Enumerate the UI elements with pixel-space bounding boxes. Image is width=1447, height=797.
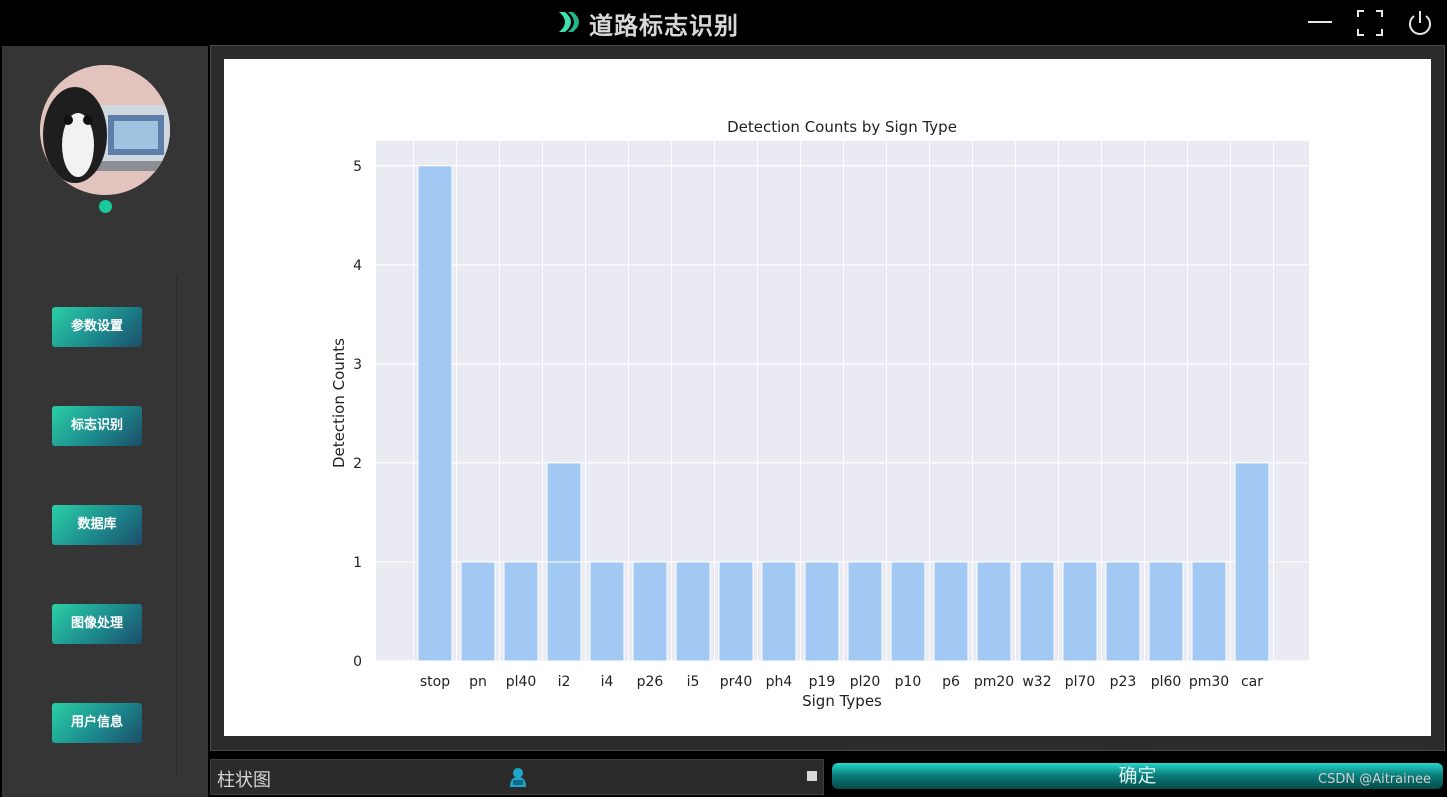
bar-pm30-seg1[interactable] (1191, 561, 1227, 662)
bar-pl70-seg1[interactable] (1062, 561, 1098, 662)
bar-pr40-seg1[interactable] (718, 561, 754, 662)
y-tick-label: 2 (353, 456, 362, 472)
bar-p19-seg1[interactable] (804, 561, 840, 662)
x-tick-label: pm20 (974, 674, 1014, 690)
bar-i2-seg1[interactable] (546, 561, 582, 662)
x-tick-label: stop (420, 674, 450, 690)
x-tick-label: pn (469, 674, 487, 690)
bar-chart: Detection Counts by Sign Type Sign Types… (330, 118, 1309, 710)
x-tick-label: p6 (942, 674, 960, 690)
bar-ph4-seg1[interactable] (761, 561, 797, 662)
nav-button-database[interactable]: 数据库 (52, 505, 142, 545)
bar-stop-seg1[interactable] (417, 165, 453, 662)
x-tick-label: pl20 (850, 674, 881, 690)
chart-type-selected-value: 柱状图 (217, 770, 271, 791)
x-tick-label: pl40 (506, 674, 537, 690)
bar-p26-seg1[interactable] (632, 561, 668, 662)
chart-type-icon (510, 768, 526, 787)
watermark: CSDN @Aitrainee (1318, 772, 1431, 787)
chart-title: Detection Counts by Sign Type (727, 118, 957, 136)
x-tick-label: pr40 (720, 674, 752, 690)
x-tick-label: i5 (687, 674, 700, 690)
x-tick-label: p10 (895, 674, 922, 690)
sidebar: 参数设置 标志识别 数据库 图像处理 用户信息 (2, 46, 208, 797)
bar-w32-seg1[interactable] (1019, 561, 1055, 662)
x-tick-label: p26 (637, 674, 664, 690)
x-tick-label: ph4 (766, 674, 793, 690)
y-axis-label: Detection Counts (330, 338, 348, 468)
confirm-button[interactable]: 确定 (832, 763, 1443, 789)
bar-pn-seg1[interactable] (460, 561, 496, 662)
x-tick-label: car (1241, 674, 1263, 690)
bar-p10-seg1[interactable] (890, 561, 926, 662)
x-tick-label: p23 (1110, 674, 1137, 690)
y-tick-label: 1 (353, 555, 362, 571)
x-tick-label: pl70 (1065, 674, 1096, 690)
bar-p6-seg1[interactable] (933, 561, 969, 662)
bar-car-seg1[interactable] (1234, 462, 1270, 662)
y-tick-label: 4 (353, 258, 362, 274)
y-tick-label: 3 (353, 357, 362, 373)
power-icon[interactable] (1405, 8, 1435, 38)
dropdown-indicator-icon[interactable] (807, 771, 817, 781)
y-tick-label: 5 (353, 159, 362, 175)
x-tick-label: p19 (809, 674, 836, 690)
sidebar-divider (176, 276, 177, 776)
bar-pl40-seg1[interactable] (503, 561, 539, 662)
chart-canvas: Detection Counts by Sign Type Sign Types… (224, 59, 1431, 736)
x-axis-label: Sign Types (802, 692, 882, 710)
chart-type-select[interactable]: 柱状图 (210, 759, 824, 795)
bar-pm20-seg1[interactable] (976, 561, 1012, 662)
x-tick-label: pm30 (1189, 674, 1229, 690)
x-tick-label: i2 (558, 674, 571, 690)
online-status-dot (99, 200, 112, 213)
minimize-icon[interactable] (1305, 8, 1335, 38)
nav-button-sign-recognition[interactable]: 标志识别 (52, 406, 142, 446)
x-tick-label: i4 (601, 674, 614, 690)
x-tick-label: w32 (1022, 674, 1051, 690)
bar-i2-seg2[interactable] (546, 462, 582, 563)
app-logo-icon (559, 12, 579, 32)
nav-button-settings[interactable]: 参数设置 (52, 307, 142, 347)
bar-p23-seg1[interactable] (1105, 561, 1141, 662)
title-bar: 道路标志识别 (0, 0, 1447, 44)
bar-i4-seg1[interactable] (589, 561, 625, 662)
maximize-icon[interactable] (1355, 8, 1385, 38)
bar-i5-seg1[interactable] (675, 561, 711, 662)
nav-button-image-processing[interactable]: 图像处理 (52, 604, 142, 644)
avatar[interactable] (40, 65, 170, 195)
nav-button-user-info[interactable]: 用户信息 (52, 703, 142, 743)
bar-pl60-seg1[interactable] (1148, 561, 1184, 662)
bar-pl20-seg1[interactable] (847, 561, 883, 662)
avatar-image (40, 65, 170, 195)
y-tick-label: 0 (353, 654, 362, 670)
app-title: 道路标志识别 (589, 12, 739, 40)
x-tick-label: pl60 (1151, 674, 1182, 690)
